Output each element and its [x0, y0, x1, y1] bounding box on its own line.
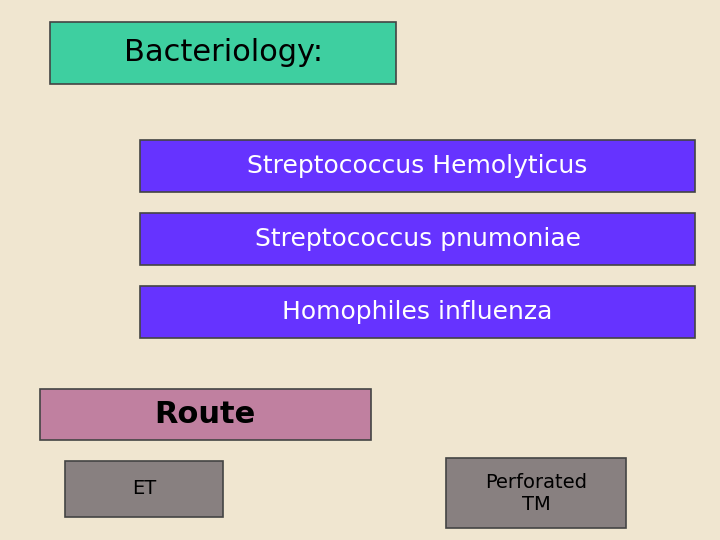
- Text: Perforated
TM: Perforated TM: [485, 472, 588, 514]
- FancyBboxPatch shape: [446, 458, 626, 528]
- Text: Bacteriology:: Bacteriology:: [124, 38, 323, 67]
- FancyBboxPatch shape: [140, 140, 695, 192]
- Text: Streptococcus pnumoniae: Streptococcus pnumoniae: [255, 227, 580, 251]
- FancyBboxPatch shape: [140, 286, 695, 338]
- Text: Route: Route: [155, 400, 256, 429]
- Text: ET: ET: [132, 480, 156, 498]
- FancyBboxPatch shape: [40, 389, 371, 440]
- FancyBboxPatch shape: [140, 213, 695, 265]
- Text: Homophiles influenza: Homophiles influenza: [282, 300, 553, 324]
- Text: Streptococcus Hemolyticus: Streptococcus Hemolyticus: [248, 154, 588, 178]
- FancyBboxPatch shape: [50, 22, 396, 84]
- FancyBboxPatch shape: [65, 461, 223, 517]
